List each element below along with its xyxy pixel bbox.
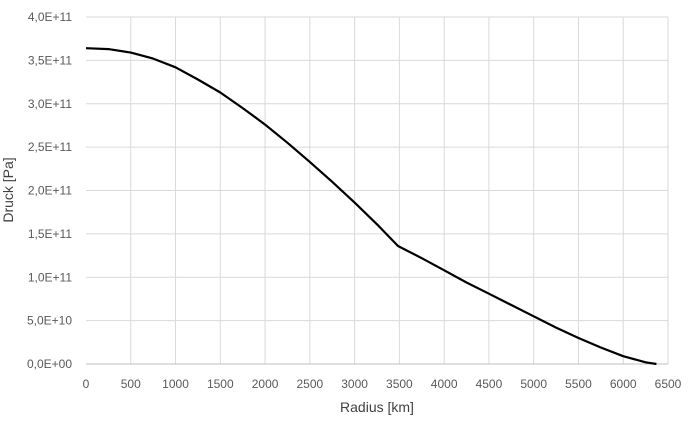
y-tick-labels: 0,0E+00 5,0E+10 1,0E+11 1,5E+11 2,0E+11 2,5E+… [27, 10, 72, 371]
y-tick-label: 5,0E+10 [27, 314, 72, 328]
gridlines [86, 16, 669, 364]
x-tick-label: 4000 [431, 377, 458, 391]
x-tick-label: 5000 [520, 377, 547, 391]
x-tick-label: 2500 [296, 377, 323, 391]
x-tick-label: 0 [83, 377, 90, 391]
series-line [85, 47, 657, 366]
y-tick-label: 2,5E+11 [28, 140, 72, 154]
y-tick-label: 3,5E+11 [28, 53, 72, 67]
x-tick-label: 4500 [476, 377, 503, 391]
y-axis-title: Druck [Pa] [0, 157, 16, 222]
x-tick-label: 6500 [655, 377, 682, 391]
x-axis-title: Radius [km] [340, 399, 414, 415]
x-tick-label: 1000 [162, 377, 189, 391]
x-tick-label: 500 [121, 377, 141, 391]
x-tick-labels: 0 500 1000 1500 2000 2500 3000 3500 4000 4500 5000… [83, 377, 682, 391]
series-layer [85, 47, 657, 366]
x-tick-label: 1500 [207, 377, 234, 391]
y-tick-label: 1,5E+11 [28, 227, 72, 241]
x-tick-label: 5500 [565, 377, 592, 391]
y-tick-label: 0,0E+00 [27, 357, 72, 371]
x-tick-label: 2000 [252, 377, 279, 391]
x-tick-label: 3000 [341, 377, 368, 391]
y-tick-label: 4,0E+11 [28, 10, 72, 24]
y-tick-label: 1,0E+11 [28, 270, 72, 284]
x-tick-label: 3500 [386, 377, 413, 391]
y-tick-label: 2,0E+11 [28, 184, 72, 198]
y-tick-label: 3,0E+11 [28, 97, 72, 111]
x-tick-label: 6000 [610, 377, 637, 391]
